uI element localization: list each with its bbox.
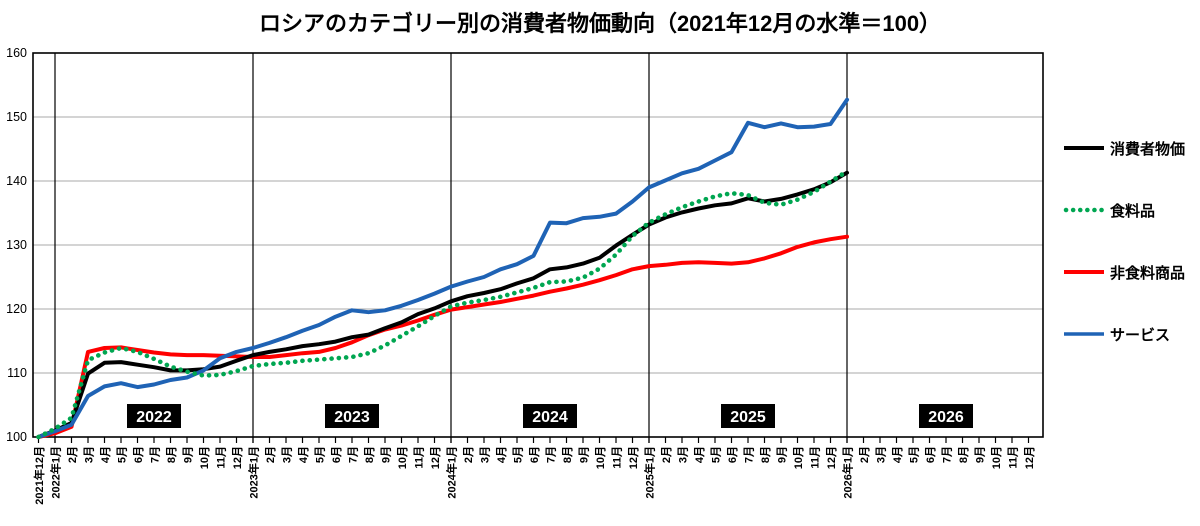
x-axis-label: 3月 [479, 446, 492, 463]
plot-frame [32, 52, 1044, 438]
x-axis-label: 2025年1月 [643, 446, 657, 499]
year-label: 2024 [532, 409, 568, 426]
chart-title: ロシアのカテゴリー別の消費者物価動向（2021年12月の水準＝100） [258, 11, 942, 36]
x-axis-label: 9月 [974, 446, 987, 463]
series-line-cpi [36, 170, 849, 439]
x-axis-label: 12月 [1023, 446, 1036, 469]
legend: 消費者物価 食料品 非食料商品 サービス [1063, 136, 1200, 346]
x-axis-label: 2月 [858, 446, 871, 463]
y-axis-label: 110 [7, 366, 27, 380]
x-axis-label: 2月 [66, 446, 79, 463]
year-label: 2025 [730, 409, 766, 426]
y-axis-label: 100 [6, 430, 27, 444]
year-label-box [919, 404, 973, 428]
x-axis-label: 2月 [660, 446, 673, 463]
x-axis-label: 10月 [594, 446, 607, 469]
x-axis-label: 9月 [182, 446, 195, 463]
x-axis-label: 6月 [528, 446, 541, 463]
y-axis-label: 160 [6, 46, 27, 60]
series-line-food [36, 169, 850, 440]
x-axis-label: 11月 [215, 446, 228, 469]
year-label-box [523, 404, 577, 428]
year-label-box [325, 404, 379, 428]
x-axis-label: 8月 [957, 446, 970, 463]
x-axis-label: 6月 [924, 446, 937, 463]
x-axis-label: 3月 [83, 446, 96, 463]
x-axis-label: 6月 [330, 446, 343, 463]
x-axis-label: 12月 [429, 446, 442, 469]
x-axis-label: 7月 [545, 446, 558, 463]
year-label-box [721, 404, 775, 428]
x-axis-label: 10月 [792, 446, 805, 469]
x-axis-label: 8月 [759, 446, 772, 463]
x-axis-label: 11月 [809, 446, 822, 469]
x-axis-label: 4月 [297, 446, 310, 463]
x-axis-label: 9月 [578, 446, 591, 463]
x-axis-label: 3月 [875, 446, 888, 463]
x-axis-label: 5月 [710, 446, 723, 463]
x-axis-label: 6月 [132, 446, 145, 463]
x-axis-label: 7月 [743, 446, 756, 463]
x-axis-label: 9月 [380, 446, 393, 463]
legend-item-services: サービス [1063, 322, 1200, 346]
x-axis-label: 3月 [677, 446, 690, 463]
x-axis-label: 10月 [396, 446, 409, 469]
x-axis-label: 10月 [198, 446, 211, 469]
nonfood-line-swatch [1064, 270, 1104, 274]
food-dotted-line-swatch [1063, 207, 1105, 213]
x-axis-label: 4月 [495, 446, 508, 463]
x-axis-label: 3月 [281, 446, 294, 463]
y-axis-label: 140 [6, 174, 27, 188]
legend-item-cpi: 消費者物価 [1063, 136, 1200, 160]
x-axis-label: 9月 [776, 446, 789, 463]
x-axis-label: 8月 [363, 446, 376, 463]
x-axis-label: 6月 [726, 446, 739, 463]
x-axis-label: 5月 [314, 446, 327, 463]
x-axis-label: 4月 [693, 446, 706, 463]
x-axis-label: 12月 [627, 446, 640, 469]
cpi-line-swatch [1064, 146, 1104, 150]
x-axis-label: 10月 [990, 446, 1003, 469]
x-axis-label: 7月 [941, 446, 954, 463]
x-axis-label: 7月 [149, 446, 162, 463]
y-axis-label: 150 [6, 110, 27, 124]
x-axis-label: 2024年1月 [445, 446, 459, 499]
x-axis-label: 5月 [908, 446, 921, 463]
x-axis-label: 2023年1月 [247, 446, 261, 499]
legend-item-nonfood: 非食料商品 [1063, 260, 1200, 284]
x-axis-label: 12月 [825, 446, 838, 469]
x-axis-label: 2022年1月 [49, 446, 63, 499]
year-label: 2026 [928, 409, 964, 426]
x-axis-label: 8月 [561, 446, 574, 463]
legend-label-food: 食料品 [1110, 202, 1156, 220]
x-axis-label: 2月 [462, 446, 475, 463]
x-axis-label: 2026年1月 [841, 446, 855, 499]
x-axis-label: 11月 [611, 446, 624, 469]
x-axis-label: 5月 [116, 446, 129, 463]
x-axis-label: 2月 [264, 446, 277, 463]
series-line-services [36, 97, 849, 439]
legend-label-nonfood: 非食料商品 [1110, 264, 1186, 282]
y-axis-label: 120 [6, 302, 27, 316]
x-axis-label: 5月 [512, 446, 525, 463]
x-axis-label: 2021年12月 [32, 446, 46, 505]
year-label: 2023 [334, 409, 370, 426]
x-axis-label: 4月 [99, 446, 112, 463]
legend-item-food: 食料品 [1063, 198, 1200, 222]
year-label-box [127, 404, 181, 428]
x-axis-label: 8月 [165, 446, 178, 463]
legend-label-cpi: 消費者物価 [1110, 140, 1186, 158]
legend-label-services: サービス [1110, 326, 1171, 344]
x-axis-label: 11月 [413, 446, 426, 469]
x-axis-label: 4月 [891, 446, 904, 463]
services-line-swatch [1064, 332, 1104, 336]
x-axis-label: 12月 [231, 446, 244, 469]
x-axis-label: 7月 [347, 446, 360, 463]
x-axis-label: 11月 [1007, 446, 1020, 469]
year-label: 2022 [136, 409, 172, 426]
y-axis-label: 130 [6, 238, 27, 252]
